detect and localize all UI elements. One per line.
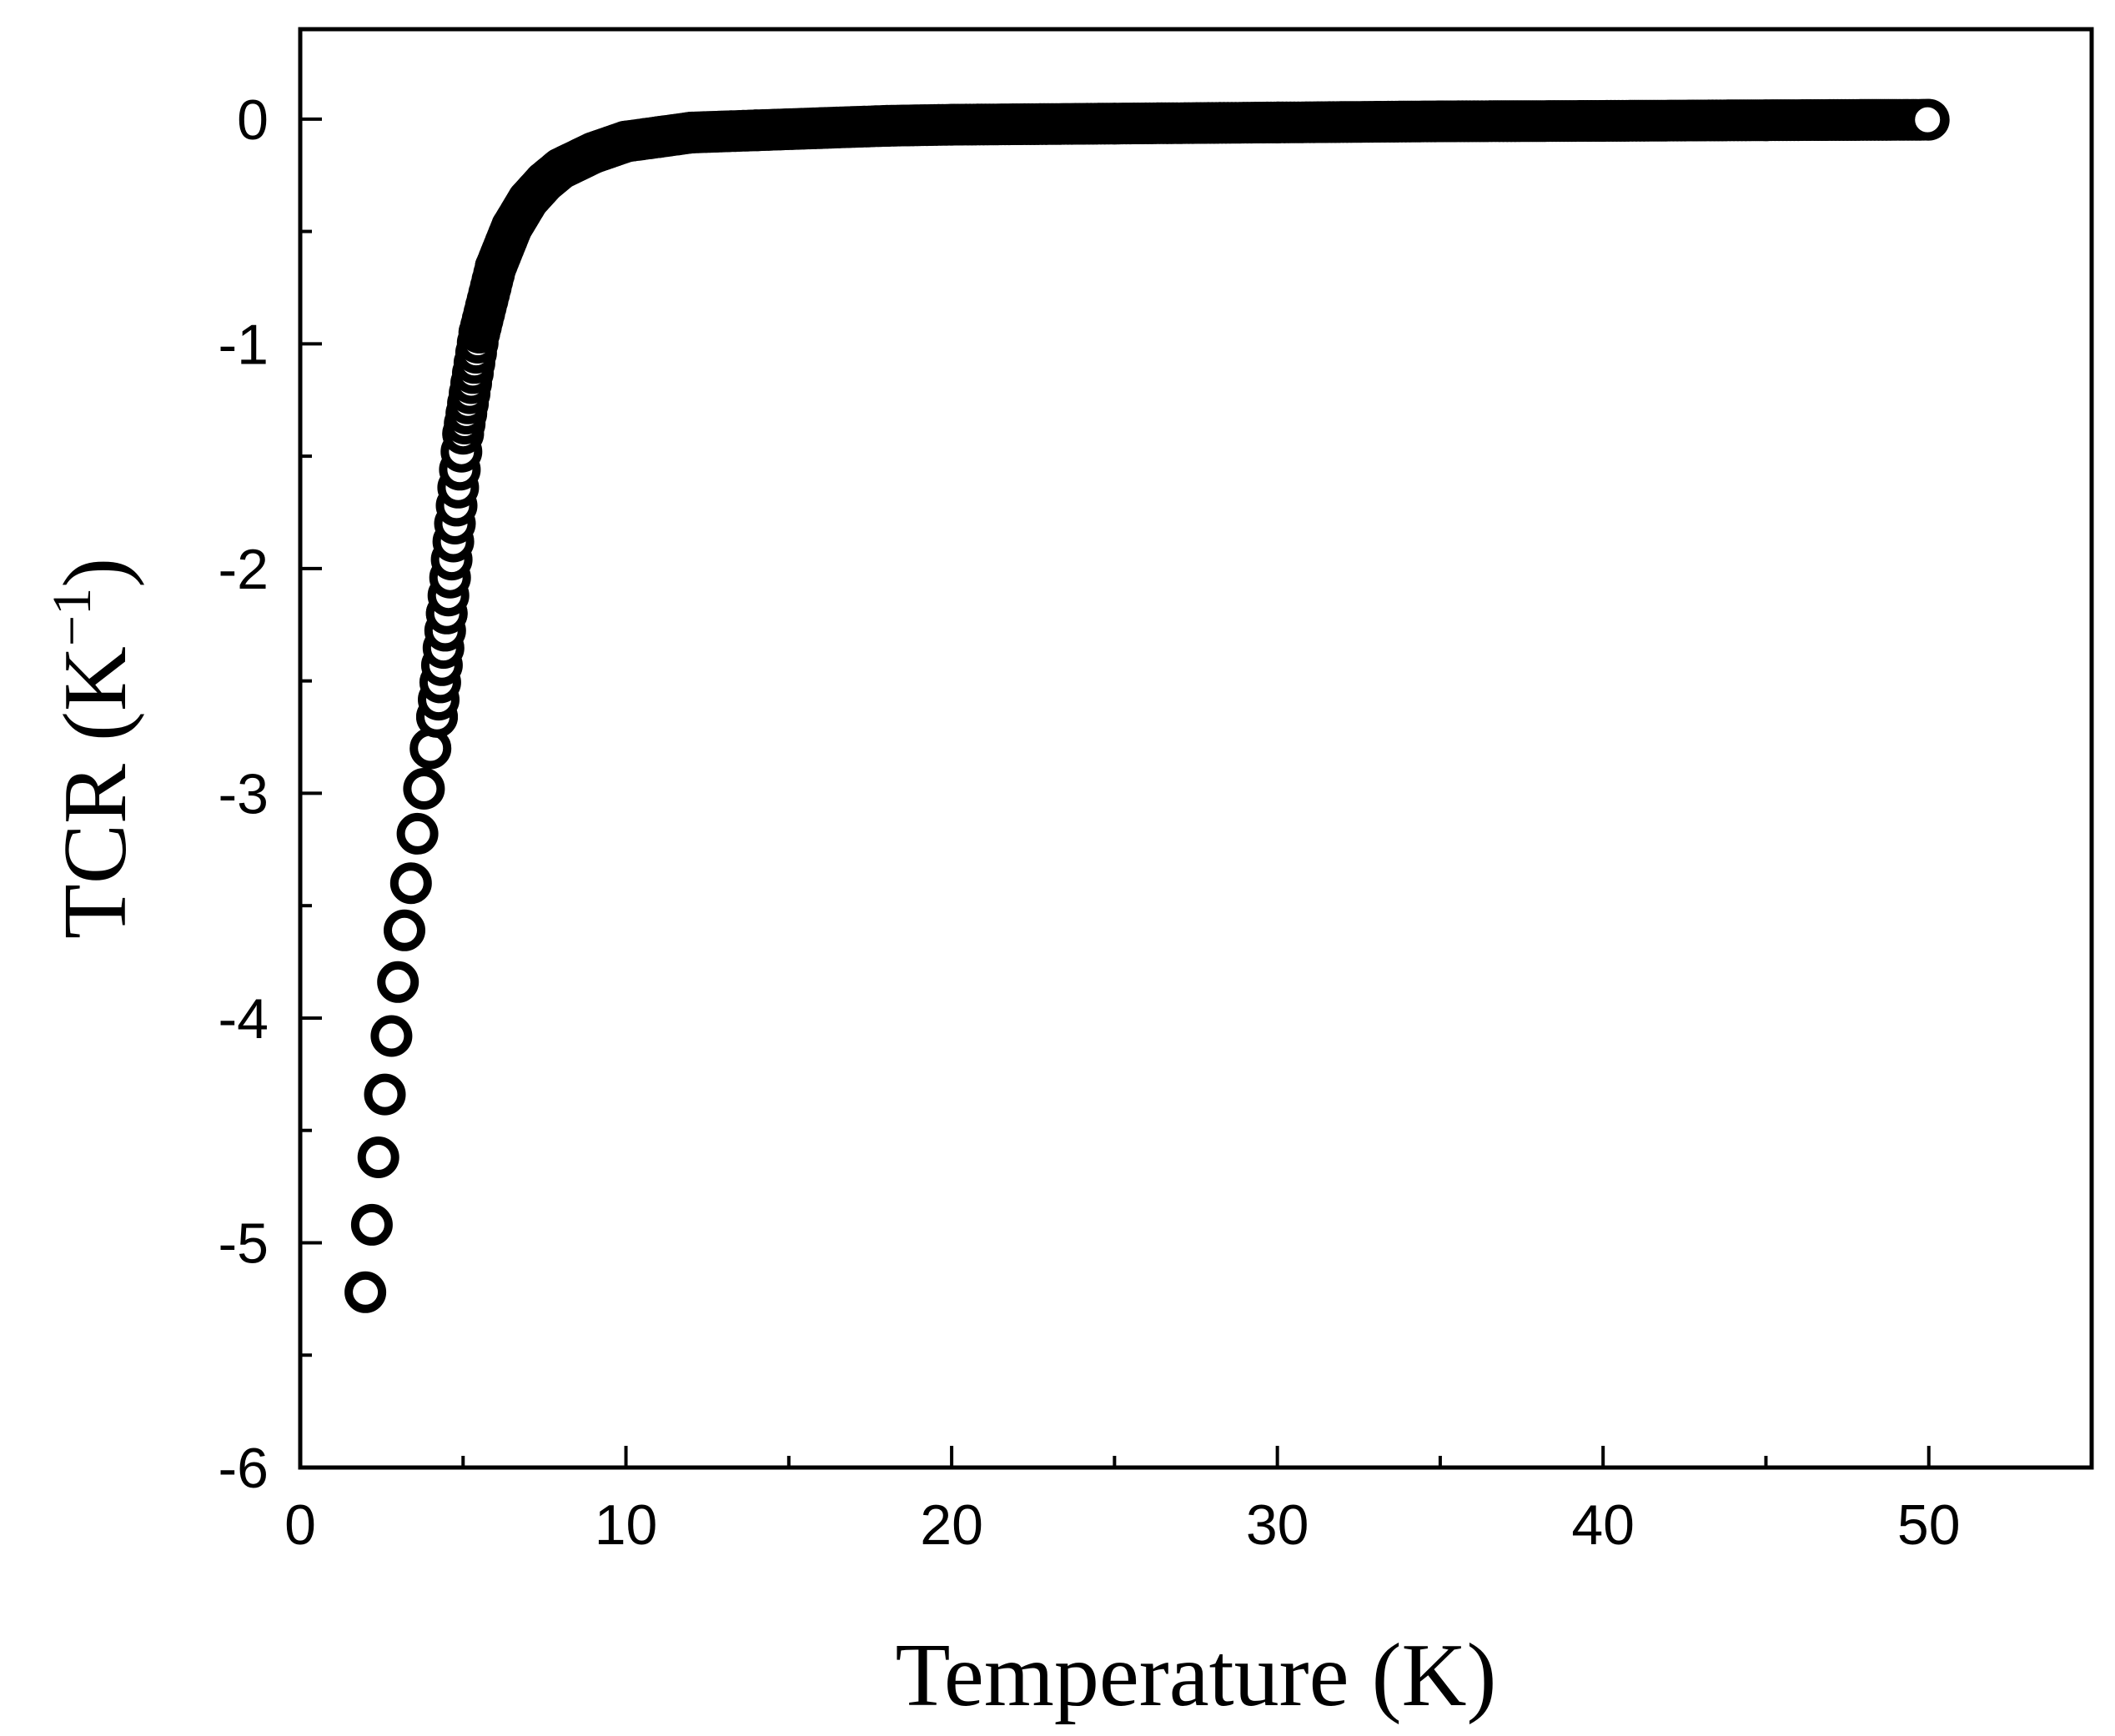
y-tick-label: -4 bbox=[219, 987, 269, 1051]
y-axis-title-base: TCR (K bbox=[46, 646, 145, 939]
x-tick-label: 0 bbox=[284, 1493, 316, 1557]
data-point bbox=[350, 1203, 393, 1246]
data-point bbox=[384, 909, 425, 951]
data-point bbox=[403, 768, 445, 810]
x-tick-label: 30 bbox=[1246, 1493, 1309, 1557]
y-axis-title: TCR (K−1) bbox=[42, 558, 145, 939]
data-point bbox=[377, 961, 419, 1003]
y-tick-label: 0 bbox=[237, 88, 269, 152]
data-point bbox=[389, 862, 432, 905]
y-tick-label: -2 bbox=[219, 538, 269, 601]
data-point bbox=[396, 812, 439, 855]
data-point bbox=[344, 1271, 387, 1313]
data-point bbox=[357, 1136, 399, 1178]
x-tick-label: 20 bbox=[920, 1493, 983, 1557]
x-tick-label: 40 bbox=[1571, 1493, 1635, 1557]
x-axis-title: Temperature (K) bbox=[895, 1626, 1496, 1725]
y-axis-title-close: ) bbox=[46, 558, 145, 588]
data-point bbox=[370, 1015, 413, 1057]
y-tick-label: -1 bbox=[219, 313, 269, 376]
x-tick-label: 50 bbox=[1897, 1493, 1961, 1557]
data-point bbox=[1907, 98, 1949, 141]
y-tick-label: -5 bbox=[219, 1212, 269, 1275]
data-point bbox=[364, 1073, 406, 1116]
axis-ticks: 0 10 20 30 40 50 0 -1 -2 -3 -4 -5 -6 bbox=[219, 88, 1961, 1557]
data-series bbox=[344, 98, 1950, 1313]
x-tick-label: 10 bbox=[595, 1493, 658, 1557]
y-tick-label: -3 bbox=[219, 762, 269, 825]
plot-frame bbox=[298, 27, 2094, 1470]
y-axis-title-superscript: −1 bbox=[42, 588, 103, 646]
y-tick-label: -6 bbox=[219, 1437, 269, 1500]
